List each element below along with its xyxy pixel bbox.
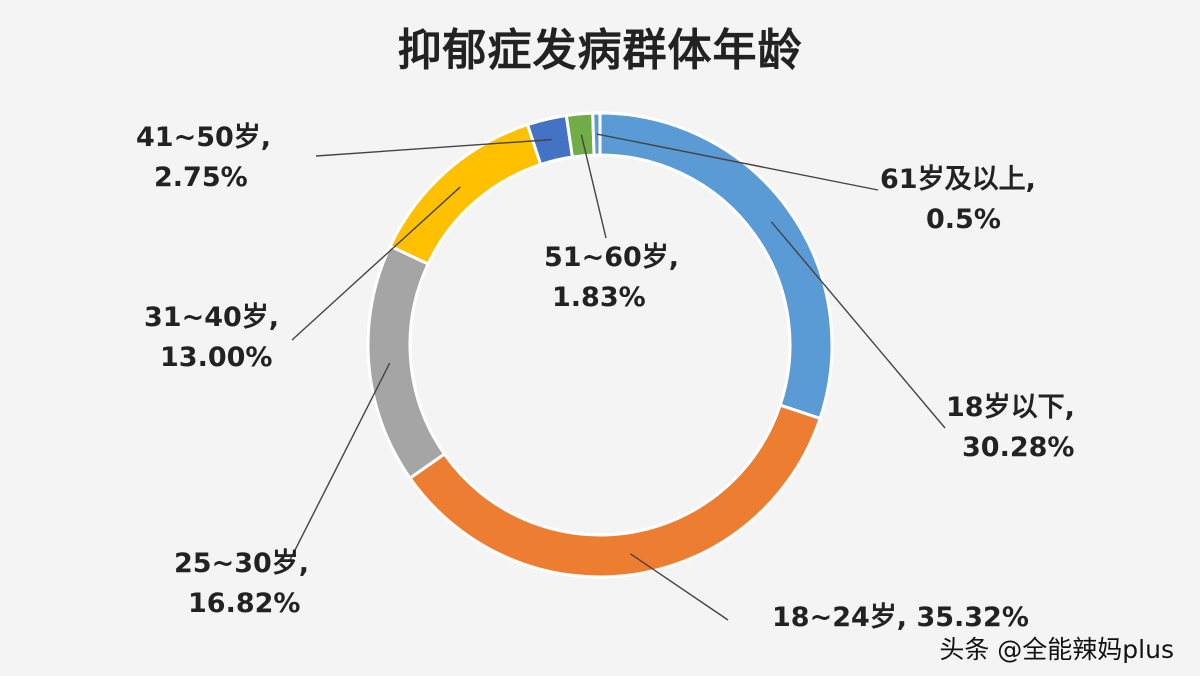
chart-title: 抑郁症发病群体年龄 [397,25,803,76]
donut-slice-51-60 [564,111,596,159]
slice-label-25-30: 25~30岁, 16.82% [174,548,310,619]
leader-line-41-50 [315,138,552,157]
slice-label-61-plus: 61岁及以上, 0.5% [880,164,1036,235]
slice-label-51-60: 51~60岁, 1.83% [544,242,680,313]
leader-line-31-40 [291,186,461,341]
leader-line-under-18 [770,221,946,429]
donut-slice-61-plus [591,111,602,157]
donut-slice-25-30 [366,244,447,481]
donut-slice-18-24 [407,403,822,579]
slice-label-31-40: 31~40岁, 13.00% [144,302,280,373]
leader-line-51-60 [580,134,607,239]
leader-line-25-30 [289,362,391,561]
slice-label-41-50: 41~50岁, 2.75% [136,122,272,193]
slice-label-18-24: 18~24岁, 35.32% [772,602,1029,633]
slice-label-under-18: 18岁以下, 30.28% [946,392,1075,463]
source-credit: 头条 @全能辣妈plus [939,635,1174,664]
leader-line-18-24 [629,553,729,621]
leader-line-61-plus [596,133,879,191]
